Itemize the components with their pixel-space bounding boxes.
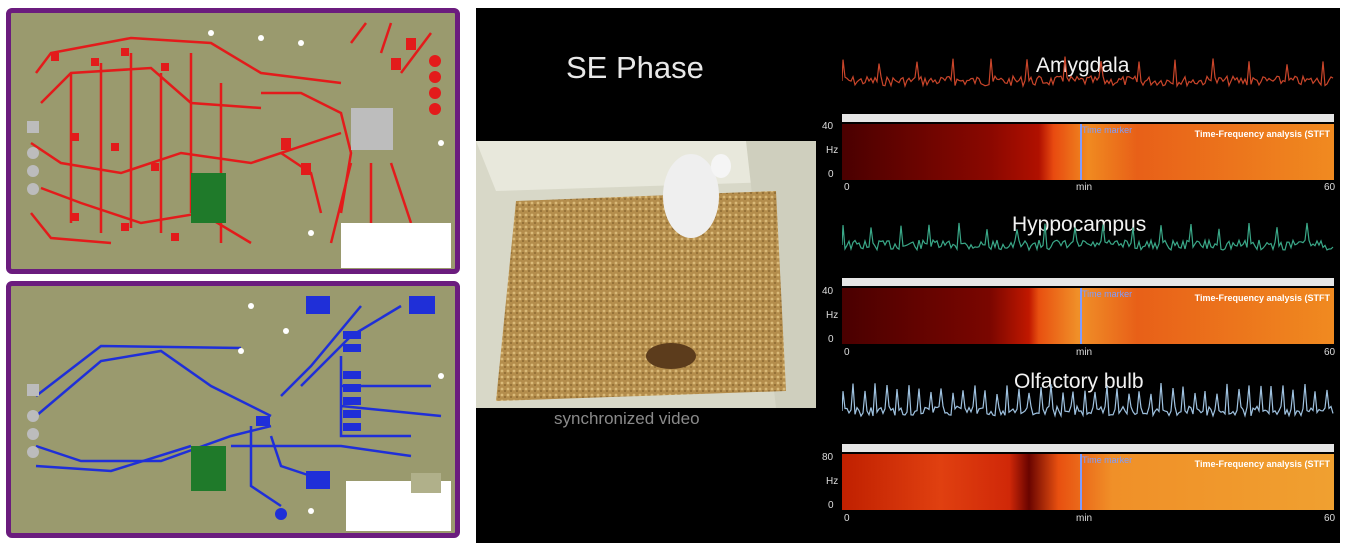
eeg-trace-amygdala bbox=[842, 56, 1334, 88]
pcb-top-traces bbox=[27, 22, 451, 268]
time-marker-line bbox=[1080, 454, 1082, 510]
eeg-trace-olfactory-bulb bbox=[842, 383, 1334, 419]
time-axis-strip-amygdala bbox=[842, 114, 1334, 122]
y-unit-label-olfactory-bulb: Hz bbox=[826, 476, 839, 487]
x-start-label-amygdala: 0 bbox=[844, 182, 850, 193]
recording-panel: SE Phase synchronized video Amygdala 40 … bbox=[476, 8, 1340, 543]
stft-spectrogram-hyppocampus: Time marker Time-Frequency analysis (STF… bbox=[842, 288, 1334, 344]
y-unit-label-hyppocampus: Hz bbox=[826, 310, 839, 321]
x-start-label-olfactory-bulb: 0 bbox=[844, 513, 850, 524]
time-axis-strip-olfactory-bulb bbox=[842, 444, 1334, 452]
video-caption: synchronized video bbox=[554, 409, 700, 428]
x-unit-label-amygdala: min bbox=[1076, 182, 1093, 193]
x-end-label-amygdala: 60 bbox=[1324, 182, 1336, 193]
time-marker-line bbox=[1080, 288, 1082, 344]
x-unit-label-hyppocampus: min bbox=[1076, 347, 1093, 358]
eeg-trace-hyppocampus bbox=[842, 222, 1334, 252]
stft-title: Time-Frequency analysis (STFT bbox=[1194, 129, 1330, 139]
phase-title: SE Phase bbox=[566, 50, 704, 85]
x-end-label-hyppocampus: 60 bbox=[1324, 347, 1336, 358]
y-zero-label-olfactory-bulb: 0 bbox=[828, 500, 834, 511]
region-title-olfactory-bulb: Olfactory bulb bbox=[1014, 370, 1144, 393]
time-marker-label: Time marker bbox=[1082, 455, 1133, 465]
synchronized-video-frame[interactable] bbox=[476, 141, 816, 408]
pcb-bottom-traces bbox=[27, 296, 451, 531]
time-marker-line bbox=[1080, 124, 1082, 180]
y-unit-label-amygdala: Hz bbox=[826, 145, 839, 156]
stft-title: Time-Frequency analysis (STFT bbox=[1194, 459, 1330, 469]
y-zero-label-hyppocampus: 0 bbox=[828, 334, 834, 345]
x-unit-label-olfactory-bulb: min bbox=[1076, 513, 1093, 524]
pcb-top-layer bbox=[6, 8, 460, 274]
time-marker-label: Time marker bbox=[1082, 289, 1133, 299]
stft-spectrogram-amygdala: Time marker Time-Frequency analysis (STF… bbox=[842, 124, 1334, 180]
time-marker-label: Time marker bbox=[1082, 125, 1133, 135]
y-max-label-olfactory-bulb: 80 bbox=[822, 452, 834, 463]
stft-title: Time-Frequency analysis (STFT bbox=[1194, 293, 1330, 303]
x-start-label-hyppocampus: 0 bbox=[844, 347, 850, 358]
y-max-label-amygdala: 40 bbox=[822, 121, 834, 132]
stft-spectrogram-olfactory-bulb: Time marker Time-Frequency analysis (STF… bbox=[842, 454, 1334, 510]
y-max-label-hyppocampus: 40 bbox=[822, 286, 834, 297]
video-image bbox=[476, 141, 816, 408]
time-axis-strip-hyppocampus bbox=[842, 278, 1334, 286]
region-title-amygdala: Amygdala bbox=[1036, 54, 1130, 77]
pcb-bottom-layer bbox=[6, 281, 460, 538]
y-zero-label-amygdala: 0 bbox=[828, 169, 834, 180]
x-end-label-olfactory-bulb: 60 bbox=[1324, 513, 1336, 524]
